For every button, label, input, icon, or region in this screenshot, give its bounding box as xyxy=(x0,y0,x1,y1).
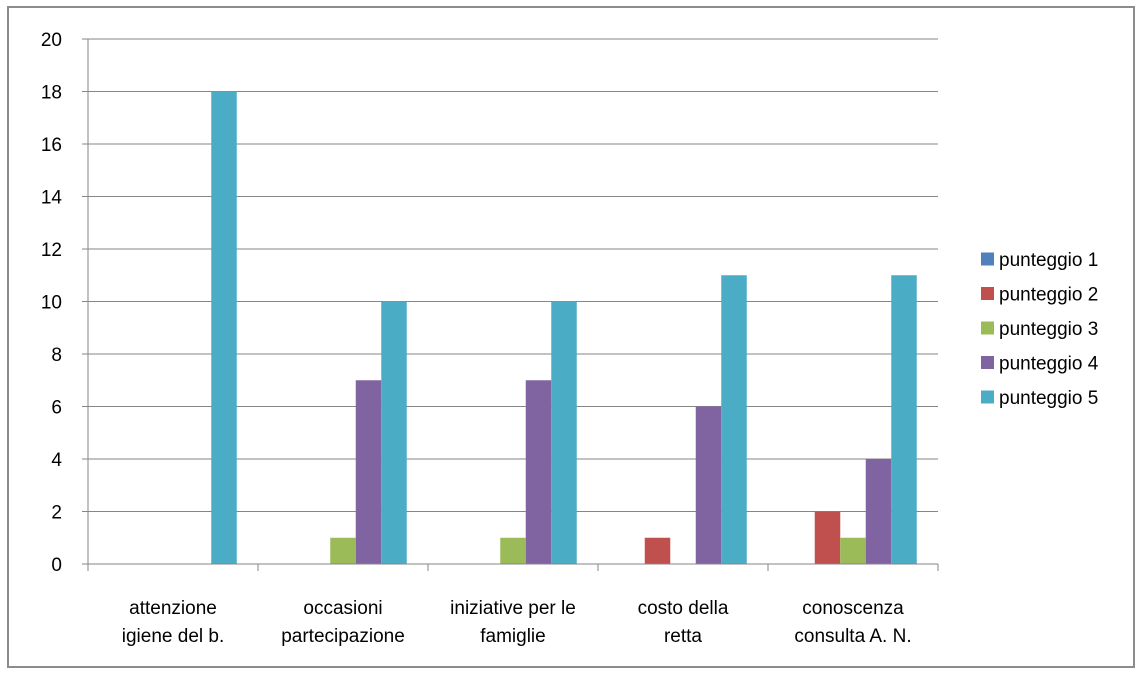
y-tick-label: 6 xyxy=(51,398,62,419)
legend: punteggio 1 punteggio 2 punteggio 3 puntegg… xyxy=(981,250,1099,409)
bar-punteggio-3-cat-5 xyxy=(840,537,866,564)
legend-swatch-punteggio-2 xyxy=(981,287,994,300)
x-axis-category-labels: attenzione igiene del b. occasioni partecip… xyxy=(122,598,912,647)
y-tick-label: 18 xyxy=(41,83,62,104)
bar-punteggio-5-cat-2 xyxy=(381,301,407,564)
y-tick-label: 2 xyxy=(51,503,62,524)
x-category-label: iniziative per le xyxy=(450,598,576,619)
legend-swatch-punteggio-1 xyxy=(981,252,994,266)
legend-label: punteggio 3 xyxy=(999,319,1098,340)
y-tick-label: 0 xyxy=(51,555,62,576)
bar-punteggio-4-cat-5 xyxy=(865,459,892,564)
x-category-label: costo della xyxy=(638,598,729,619)
x-category-label: partecipazione xyxy=(281,626,405,647)
legend-label: punteggio 2 xyxy=(999,285,1098,306)
x-category-label: occasioni xyxy=(303,598,382,619)
legend-swatch-punteggio-5 xyxy=(981,390,994,404)
bar-punteggio-5-cat-5 xyxy=(891,275,917,564)
bar-punteggio-4-cat-3 xyxy=(525,380,552,564)
y-tick-label: 8 xyxy=(51,345,62,366)
bar-punteggio-4-cat-2 xyxy=(355,380,382,564)
bar-punteggio-2-cat-5 xyxy=(814,511,841,564)
bar-punteggio-4-cat-4 xyxy=(695,406,722,564)
legend-swatch-punteggio-4 xyxy=(981,356,994,369)
x-category-label: famiglie xyxy=(480,626,545,647)
bar-punteggio-2-cat-4 xyxy=(644,537,671,564)
x-category-label: conoscenza xyxy=(802,598,904,619)
x-category-label: consulta A. N. xyxy=(794,626,911,647)
x-category-label: retta xyxy=(664,626,702,647)
legend-label: punteggio 4 xyxy=(999,354,1099,375)
y-tick-label: 20 xyxy=(41,30,62,51)
legend-swatch-punteggio-3 xyxy=(981,321,994,335)
bar-punteggio-3-cat-3 xyxy=(500,537,526,564)
y-tick-label: 16 xyxy=(41,135,62,156)
y-axis-tick-labels: 0 2 4 6 8 10 12 14 16 18 20 xyxy=(41,30,63,576)
y-tick-label: 4 xyxy=(51,450,62,471)
bar-punteggio-5-cat-1 xyxy=(211,91,237,564)
x-category-label: igiene del b. xyxy=(122,626,224,647)
y-tick-label: 12 xyxy=(41,240,62,261)
axes xyxy=(82,38,939,571)
bar-punteggio-5-cat-4 xyxy=(721,275,747,564)
bar-punteggio-3-cat-2 xyxy=(330,537,356,564)
bars xyxy=(211,91,917,564)
y-tick-label: 10 xyxy=(41,293,62,314)
x-category-label: attenzione xyxy=(129,598,217,619)
bar-punteggio-5-cat-3 xyxy=(551,301,577,564)
y-tick-label: 14 xyxy=(41,188,63,209)
legend-label: punteggio 1 xyxy=(999,250,1098,271)
legend-label: punteggio 5 xyxy=(999,388,1098,409)
